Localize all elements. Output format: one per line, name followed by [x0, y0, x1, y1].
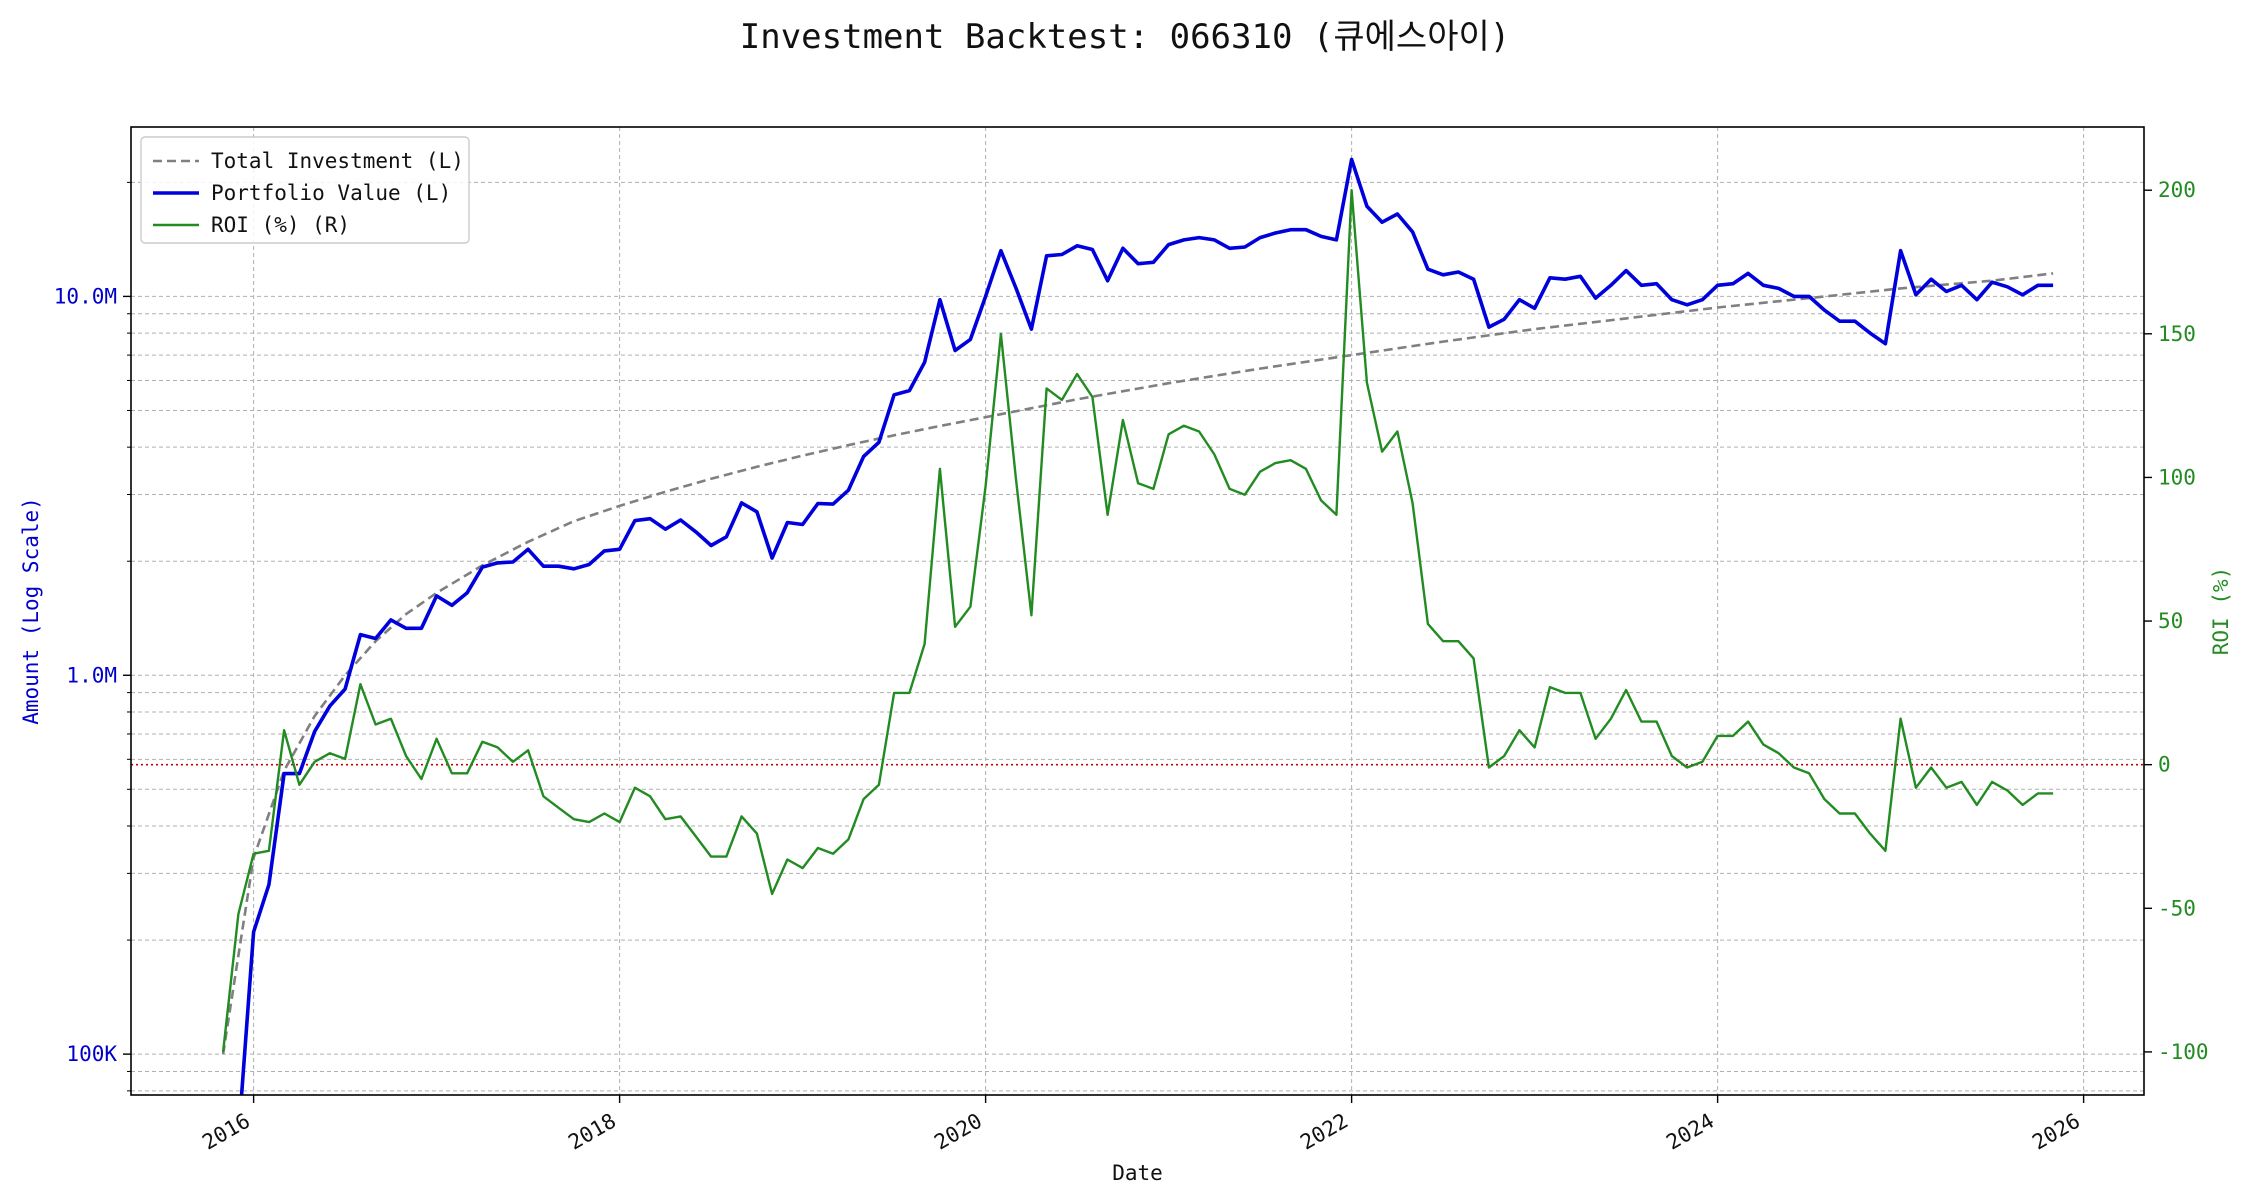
legend-box [140, 136, 470, 244]
x-axis: 2016 2018 2020 2022 2024 2026 [198, 1095, 2085, 1155]
y-right-tick-label: -100 [2158, 1040, 2209, 1064]
y-right-tick-label: 100 [2158, 465, 2196, 489]
y-right-tick-label: 200 [2158, 178, 2196, 202]
x-tick-label: 2022 [1296, 1109, 1352, 1155]
legend: Total Investment (L) Portfolio Value (L) R… [140, 136, 470, 244]
x-axis-label: Date [1112, 1161, 1163, 1185]
y-right-tick-label: 0 [2158, 753, 2171, 777]
chart-title: Investment Backtest: 066310 (큐에스아이) [740, 17, 1511, 57]
x-tick-label: 2020 [930, 1109, 986, 1155]
legend-label-2: ROI (%) (R) [211, 213, 350, 237]
y-right-tick-label: -50 [2158, 896, 2196, 920]
y-left-tick-label: 100K [66, 1042, 117, 1066]
series-line-0 [221, 272, 2054, 1055]
plot-frame [130, 126, 2145, 1096]
y-axis-right-label: ROI (%) [2209, 567, 2233, 656]
series-line-1 [239, 157, 2054, 1095]
y-right-tick-label: 150 [2158, 322, 2196, 346]
y-axis-left-label: Amount (Log Scale) [19, 497, 43, 725]
y-axis-left: 100K 1.0M 10.0M [54, 181, 131, 1092]
legend-label-0: Total Investment (L) [211, 149, 464, 173]
series-line-2 [221, 188, 2054, 1053]
legend-label-1: Portfolio Value (L) [211, 181, 451, 205]
y-left-tick-label: 10.0M [54, 284, 117, 308]
y-axis-right: -100 -50 0 50 100 150 200 [2144, 178, 2209, 1064]
x-tick-label: 2026 [2028, 1109, 2084, 1155]
y-left-tick-label: 1.0M [66, 663, 117, 687]
series-layer [221, 157, 2054, 1095]
y-right-tick-label: 50 [2158, 609, 2183, 633]
x-tick-label: 2018 [564, 1109, 620, 1155]
x-tick-label: 2016 [198, 1109, 254, 1155]
grid-lines [131, 127, 2144, 1095]
x-tick-label: 2024 [1662, 1109, 1718, 1155]
